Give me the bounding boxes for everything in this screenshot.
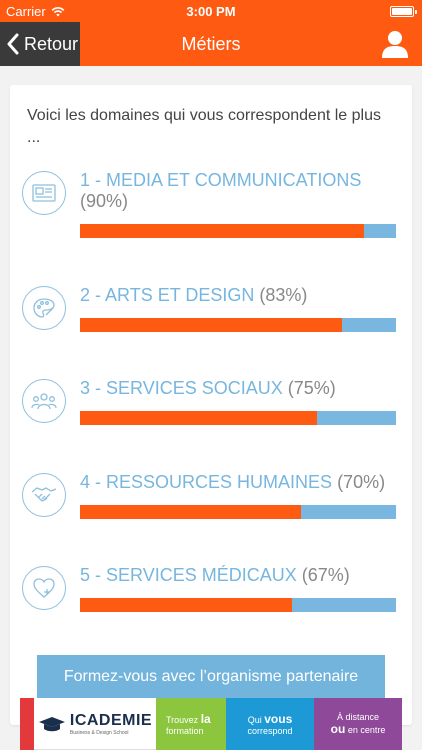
domain-item-services-sociaux[interactable]: 3 - SERVICES SOCIAUX (75%) [22, 378, 402, 448]
banner-red-strip [20, 698, 34, 750]
heart-plus-icon [22, 566, 66, 610]
domain-label: 2 - ARTS ET DESIGN (83%) [80, 285, 308, 305]
domain-item-services-medicaux[interactable]: 5 - SERVICES MÉDICAUX (67%) [22, 565, 402, 635]
back-button[interactable]: Retour [0, 22, 80, 66]
domain-label: 1 - MEDIA ET COMMUNICATIONS (90%) [80, 170, 362, 211]
domain-progress-bar [80, 598, 396, 612]
status-bar: Carrier 3:00 PM [0, 0, 422, 22]
clock: 3:00 PM [186, 4, 236, 19]
banner-logo: ICADEMIE Business & Design School [34, 698, 156, 750]
chevron-left-icon [7, 33, 19, 55]
wifi-icon [51, 6, 65, 16]
domain-label: 4 - RESSOURCES HUMAINES (70%) [80, 472, 386, 492]
domain-item-ressources-humaines[interactable]: 4 - RESSOURCES HUMAINES (70%) [22, 472, 402, 542]
page-title: Métiers [181, 34, 241, 54]
domain-item-media[interactable]: 1 - MEDIA ET COMMUNICATIONS (90%) [22, 170, 402, 240]
banner-segment-distance: À distance ou en centre [314, 698, 402, 750]
palette-icon [22, 286, 66, 330]
domain-progress-fill [80, 318, 343, 332]
handshake-icon [22, 473, 66, 517]
banner-segment-trouvez: Trouvez la formation [156, 698, 226, 750]
results-card: Voici les domaines qui vous corresponden… [10, 85, 412, 725]
domain-progress-fill [80, 598, 292, 612]
domain-progress-bar [80, 411, 396, 425]
domain-label: 5 - SERVICES MÉDICAUX (67%) [80, 565, 350, 585]
user-icon[interactable] [380, 30, 410, 58]
domain-item-arts[interactable]: 2 - ARTS ET DESIGN (83%) [22, 285, 402, 355]
nav-bar: Retour Métiers [0, 22, 422, 66]
domain-progress-fill [80, 505, 302, 519]
carrier-label: Carrier [6, 4, 46, 19]
back-label: Retour [24, 33, 79, 54]
partner-ad-banner[interactable]: ICADEMIE Business & Design School Trouvez… [20, 698, 402, 750]
graduation-cap-icon [38, 716, 65, 731]
newspaper-icon [22, 171, 66, 215]
battery-icon [390, 6, 417, 17]
partner-button[interactable]: Formez-vous avec l’organisme partenaire [37, 655, 385, 699]
banner-segment-qui-vous: Qui vous correspond [226, 698, 314, 750]
intro-text: Voici les domaines qui vous corresponden… [27, 107, 381, 146]
people-group-icon [22, 379, 66, 423]
domain-progress-bar [80, 224, 396, 238]
domain-label: 3 - SERVICES SOCIAUX (75%) [80, 378, 336, 398]
brand-name: ICADEMIE Business & Design School [69, 711, 153, 736]
domain-progress-bar [80, 505, 396, 519]
domain-progress-fill [80, 411, 317, 425]
domain-progress-fill [80, 224, 365, 238]
carrier-indicator: Carrier [6, 4, 65, 19]
domain-progress-bar [80, 318, 396, 332]
